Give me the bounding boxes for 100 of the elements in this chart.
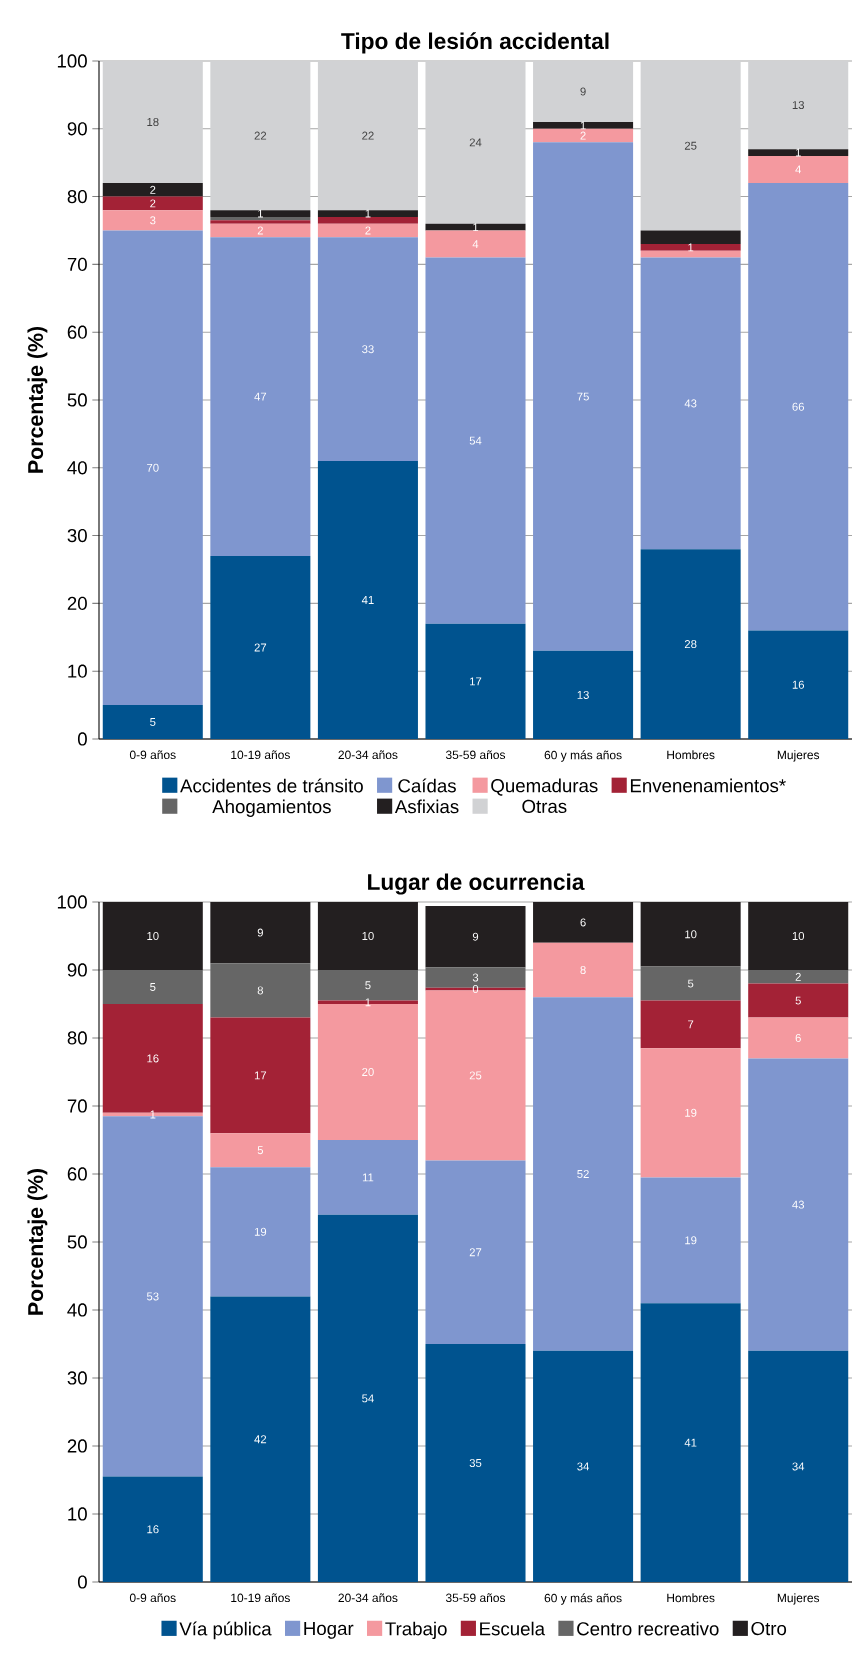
- data-label: 47: [254, 392, 267, 401]
- y-tick-label: 90: [67, 963, 87, 977]
- bar: [102, 901, 203, 970]
- data-label: 34: [792, 1462, 805, 1471]
- bar: [748, 630, 849, 739]
- bar: [640, 901, 741, 967]
- bar: [317, 60, 418, 211]
- legend-label: Hogar: [304, 1622, 354, 1639]
- y-tick-label: 100: [57, 54, 87, 68]
- data-label: 16: [147, 1054, 159, 1063]
- data-label: 19: [685, 1236, 697, 1245]
- data-label: 24: [469, 138, 482, 147]
- x-tick-label: Mujeres: [777, 750, 820, 762]
- bar: [640, 60, 741, 231]
- data-label: 1: [473, 223, 479, 231]
- data-label: 2: [795, 972, 801, 981]
- y-tick-label: 20: [67, 596, 87, 610]
- data-label: 1: [258, 209, 263, 218]
- bar: [425, 1344, 526, 1582]
- chart-title: Tipo de lesión accidental: [341, 32, 609, 54]
- data-label: 1: [795, 148, 801, 157]
- y-tick-label: 70: [67, 1099, 87, 1113]
- bar: [748, 1017, 849, 1059]
- y-tick-label: 40: [67, 461, 87, 475]
- bar: [317, 1140, 418, 1215]
- legend-label: Vía pública: [179, 1621, 272, 1640]
- bar: [102, 183, 203, 197]
- data-label: 43: [684, 399, 697, 408]
- data-label: 54: [469, 436, 482, 445]
- bar: [210, 1296, 311, 1582]
- data-label: 20: [362, 1067, 374, 1076]
- bar: [748, 1350, 849, 1582]
- y-tick-label: 40: [67, 1303, 87, 1317]
- legend-label: Envenenamientos*: [630, 778, 786, 793]
- data-label: 9: [580, 87, 586, 96]
- data-label: 1: [580, 121, 586, 130]
- data-label: 10: [792, 931, 805, 940]
- data-label: 43: [792, 1200, 805, 1209]
- y-tick-label: 20: [67, 1439, 87, 1453]
- data-label: 3: [150, 216, 156, 225]
- x-tick-label: 35-59 años: [445, 1593, 506, 1603]
- x-tick-label: 0-9 años: [129, 1593, 176, 1603]
- data-label: 1: [688, 243, 694, 252]
- y-tick-label: 30: [67, 1371, 87, 1385]
- bar: [748, 901, 849, 970]
- data-label: 2: [580, 131, 586, 140]
- bar: [748, 183, 849, 631]
- data-label: 6: [580, 918, 586, 927]
- x-tick-label: 10-19 años: [231, 750, 290, 760]
- data-label: 42: [254, 1435, 267, 1444]
- y-axis-title: Porcentaje (%): [27, 326, 48, 473]
- bar: [640, 1048, 741, 1178]
- bar: [317, 223, 418, 238]
- bar: [748, 60, 849, 150]
- bar: [533, 997, 634, 1351]
- legend-label: Escuela: [480, 1621, 546, 1636]
- x-tick-label: 20-34 años: [338, 750, 398, 760]
- bar: [640, 230, 741, 245]
- y-tick-label: 90: [67, 122, 87, 136]
- y-tick-label: 30: [67, 528, 87, 543]
- y-tick-label: 70: [67, 257, 87, 271]
- data-label: 2: [150, 185, 156, 194]
- data-label: 13: [577, 690, 589, 699]
- bar: [210, 555, 311, 739]
- data-label: 25: [684, 141, 697, 150]
- data-label: 22: [254, 131, 267, 140]
- data-label: 1: [365, 998, 371, 1007]
- data-label: 19: [254, 1227, 267, 1236]
- legend-label: Centro recreativo: [577, 1621, 719, 1636]
- data-label: 5: [687, 979, 694, 988]
- legend-label: Caídas: [398, 778, 456, 793]
- data-label: 7: [688, 1020, 694, 1029]
- x-tick-label: 10-19 años: [231, 1593, 290, 1603]
- data-label: 70: [147, 463, 159, 472]
- bar: [317, 210, 418, 217]
- data-label: 2: [365, 226, 371, 235]
- data-label: 5: [795, 996, 801, 1005]
- data-label: 2: [150, 199, 156, 208]
- data-label: 8: [580, 965, 586, 974]
- x-tick-label: 60 y más años: [544, 750, 622, 762]
- bar: [640, 244, 741, 251]
- y-axis-title: Porcentaje (%): [27, 1168, 48, 1315]
- y-tick-label: 100: [57, 895, 87, 909]
- y-tick-label: 10: [68, 1507, 87, 1521]
- bar: [102, 60, 203, 184]
- bar: [533, 901, 634, 943]
- data-label: 4: [795, 165, 802, 174]
- data-label: 9: [257, 928, 263, 937]
- bar: [210, 210, 311, 217]
- legend-label: Quemaduras: [491, 778, 598, 796]
- data-label: 8: [257, 986, 264, 995]
- data-label: 13: [792, 101, 805, 110]
- bar: [533, 942, 634, 998]
- bar: [533, 1350, 634, 1582]
- x-tick-label: 0-9 años: [129, 750, 176, 760]
- bar: [425, 1160, 526, 1344]
- bar: [317, 216, 418, 224]
- x-tick-label: Hombres: [667, 750, 715, 760]
- bar: [317, 1214, 418, 1582]
- data-label: 2: [257, 226, 263, 235]
